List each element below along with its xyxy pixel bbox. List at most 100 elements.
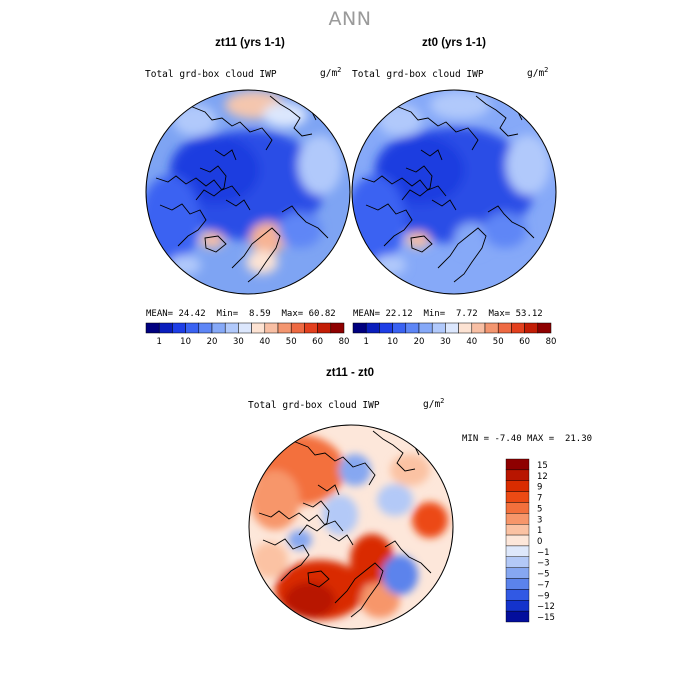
colorbar-zt11-swatch — [198, 322, 213, 334]
colorbar-zt0-tick-label: 30 — [440, 337, 451, 347]
panel-1-unit: g/m2 — [320, 66, 342, 80]
colorbar-zt11-tick-label: 60 — [312, 337, 323, 347]
panel-2-min-value: 7.72 — [455, 309, 478, 319]
colorbar-difference-level-label: 0 — [537, 537, 542, 547]
colorbar-difference-swatch — [505, 513, 530, 525]
colorbar-zt0-tick-label: 60 — [519, 337, 530, 347]
colorbar-difference-level-label: 15 — [537, 461, 548, 471]
colorbar-zt11-swatch — [290, 322, 305, 334]
panel-2-max-label: Max= — [488, 309, 511, 319]
colorbar-zt11-swatch — [158, 322, 173, 334]
panel-1-min-value: 8.59 — [248, 309, 271, 319]
colorbar-difference-swatch — [505, 578, 530, 590]
map-zt11 — [145, 89, 351, 295]
colorbar-zt0-swatch — [524, 322, 539, 334]
panel-2-stats: MEAN= 22.12 Min= 7.72 Max= 53.12 — [353, 309, 543, 319]
colorbar-difference-level-label: 3 — [537, 515, 542, 525]
panel-1-stats: MEAN= 24.42 Min= 8.59 Max= 60.82 — [146, 309, 336, 319]
colorbar-zt0-tick-label: 10 — [387, 337, 398, 347]
colorbar-zt11-tick-label: 30 — [233, 337, 244, 347]
colorbar-difference-swatch — [505, 600, 530, 612]
colorbar-difference-level-label: −3 — [537, 559, 550, 569]
panel-1-mean-value: 24.42 — [178, 309, 206, 319]
colorbar-difference-level-label: −7 — [537, 580, 550, 590]
colorbar-zt11-tick-label: 50 — [286, 337, 297, 347]
colorbar-difference-level-label: 9 — [537, 483, 542, 493]
colorbar-zt0-swatch — [458, 322, 473, 334]
panel-2-variable-label: Total grd-box cloud IWP — [352, 69, 484, 80]
colorbar-zt11-swatch — [251, 322, 266, 334]
colorbar-zt0-tick-label: 80 — [546, 337, 557, 347]
difference-max-label: MAX = — [527, 434, 555, 444]
panel-2-mean-value: 22.12 — [385, 309, 413, 319]
colorbar-zt11-swatch — [238, 322, 252, 334]
colorbar-zt11-tick-label: 80 — [339, 337, 350, 347]
colorbar-zt0-tick-label: 20 — [414, 337, 425, 347]
colorbar-difference-swatch — [505, 491, 530, 503]
difference-stats: MIN = -7.40 MAX = 21.30 — [462, 434, 592, 444]
colorbar-zt0-swatch — [537, 322, 552, 334]
colorbar-zt11-swatch — [304, 322, 318, 334]
difference-variable-label: Total grd-box cloud IWP — [248, 400, 380, 411]
colorbar-zt0-tick-label: 50 — [493, 337, 504, 347]
difference-unit: g/m2 — [423, 397, 445, 411]
colorbar-zt11-swatch — [224, 322, 239, 334]
panel-2-unit: g/m2 — [527, 66, 549, 80]
colorbar-difference-level-label: 1 — [537, 526, 542, 536]
colorbar-difference-level-label: 7 — [537, 494, 542, 504]
colorbar-difference-swatch — [505, 469, 530, 481]
colorbar-difference-swatch — [505, 524, 530, 536]
page-title: ANN — [328, 8, 372, 30]
colorbar-difference-level-label: −15 — [537, 613, 555, 623]
colorbar-difference-swatch — [505, 545, 530, 558]
colorbar-zt11-swatch — [277, 322, 292, 334]
colorbar-zt11-swatch — [211, 322, 226, 334]
difference-min-value: -7.40 — [494, 434, 522, 444]
panel-2-min-label: Min= — [423, 309, 446, 319]
colorbar-difference-level-label: −9 — [537, 591, 550, 601]
colorbar-zt11-swatch — [145, 322, 160, 334]
colorbar-zt0-swatch — [405, 322, 420, 334]
colorbar-difference-swatch — [505, 502, 530, 514]
colorbar-zt11: 1 10 20 30 40 50 60 80 — [145, 322, 350, 347]
colorbar-zt11-swatch — [330, 322, 345, 334]
colorbar-difference-level-label: 12 — [537, 472, 548, 482]
colorbar-zt0-swatch — [418, 322, 433, 334]
colorbar-difference-swatch — [505, 610, 530, 623]
difference-title: zt11 - zt0 — [326, 367, 374, 379]
colorbar-difference-level-label: −1 — [537, 548, 550, 558]
colorbar-zt0-swatch — [445, 322, 459, 334]
panel-1-max-label: Max= — [281, 309, 304, 319]
colorbar-zt0-tick-label: 1 — [363, 337, 368, 347]
colorbar-zt11-swatch — [317, 322, 332, 334]
colorbar-difference-level-label: −12 — [537, 602, 555, 612]
colorbar-zt11-swatch — [172, 322, 186, 334]
colorbar-difference-swatch — [505, 567, 530, 579]
colorbar-zt0: 1 10 20 30 40 50 60 80 — [352, 322, 557, 347]
colorbar-difference-level-label: 5 — [537, 504, 542, 514]
colorbar-zt0-swatch — [392, 322, 407, 334]
colorbar-difference-swatch — [505, 480, 530, 492]
colorbar-difference-swatch — [505, 589, 530, 601]
colorbar-difference-swatch — [505, 458, 530, 471]
panel-1-mean-label: MEAN= — [146, 309, 174, 319]
colorbar-zt0-swatch — [511, 322, 525, 334]
colorbar-difference-swatch — [505, 556, 530, 568]
colorbar-zt0-swatch — [352, 322, 367, 334]
colorbar-zt11-tick-label: 1 — [156, 337, 161, 347]
colorbar-zt0-tick-label: 40 — [466, 337, 477, 347]
panel-2-mean-label: MEAN= — [353, 309, 381, 319]
map-zt0 — [351, 89, 557, 295]
colorbar-zt11-tick-label: 20 — [207, 337, 218, 347]
panel-1-max-value: 60.82 — [308, 309, 336, 319]
colorbar-difference-level-label: −5 — [537, 570, 550, 580]
colorbar-zt11-tick-label: 40 — [259, 337, 270, 347]
colorbar-zt0-swatch — [379, 322, 393, 334]
panel-1-min-label: Min= — [216, 309, 239, 319]
panel-1-title: zt11 (yrs 1-1) — [215, 37, 285, 49]
colorbar-zt11-tick-label: 10 — [180, 337, 191, 347]
panel-2-max-value: 53.12 — [515, 309, 543, 319]
difference-max-value: 21.30 — [564, 434, 593, 444]
